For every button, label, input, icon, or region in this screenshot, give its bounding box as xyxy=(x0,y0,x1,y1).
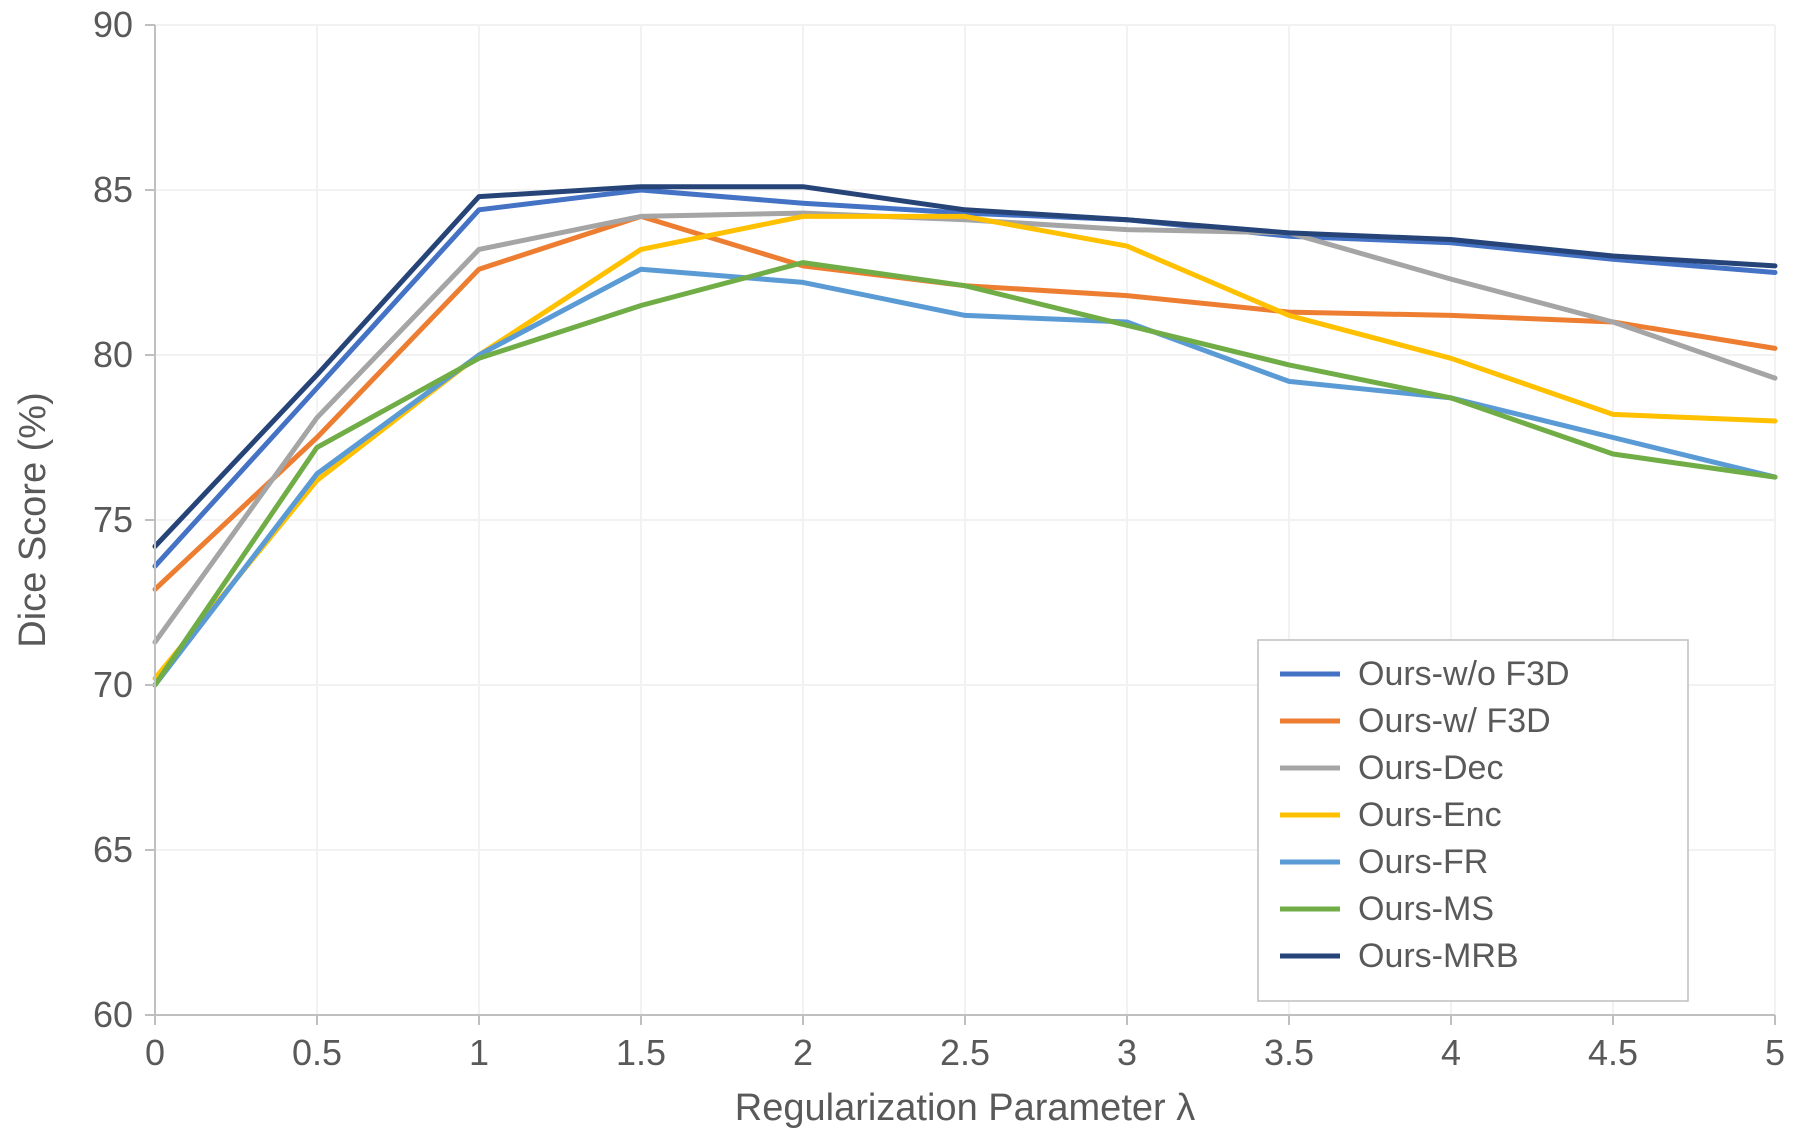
x-tick-label: 1.5 xyxy=(616,1032,666,1073)
x-axis-label: Regularization Parameter λ xyxy=(735,1087,1195,1129)
legend-label-0: Ours-w/o F3D xyxy=(1358,655,1570,693)
x-tick-label: 5 xyxy=(1765,1032,1785,1073)
y-tick-label: 65 xyxy=(93,829,133,870)
chart-svg: 0 0.5 1 1.5 2 2.5 3 3.5 4 4.5 5 60 65 70 75 80 85 90 Regul… xyxy=(0,0,1800,1135)
y-tick-label: 85 xyxy=(93,169,133,210)
y-axis-label: Dice Score (%) xyxy=(12,392,54,648)
x-tick-label: 0 xyxy=(145,1032,165,1073)
legend-label-2: Ours-Dec xyxy=(1358,749,1503,787)
y-tick-label: 60 xyxy=(93,994,133,1035)
legend-label-4: Ours-FR xyxy=(1358,843,1488,881)
dice-score-chart: 0 0.5 1 1.5 2 2.5 3 3.5 4 4.5 5 60 65 70 75 80 85 90 Regul… xyxy=(0,0,1800,1135)
x-tick-label: 1 xyxy=(469,1032,489,1073)
legend: Ours-w/o F3D Ours-w/ F3D Ours-Dec Ours-Enc O… xyxy=(1258,640,1688,1001)
x-tick-label: 0.5 xyxy=(292,1032,342,1073)
x-tick-label: 2 xyxy=(793,1032,813,1073)
y-tick-label: 80 xyxy=(93,334,133,375)
y-tick-label: 70 xyxy=(93,664,133,705)
x-tick-label: 2.5 xyxy=(940,1032,990,1073)
x-tick-label: 3.5 xyxy=(1264,1032,1314,1073)
legend-label-1: Ours-w/ F3D xyxy=(1358,702,1551,740)
x-tick-label: 4 xyxy=(1441,1032,1461,1073)
x-tick-label: 4.5 xyxy=(1588,1032,1638,1073)
y-tick-label: 90 xyxy=(93,4,133,45)
legend-label-5: Ours-MS xyxy=(1358,890,1494,928)
legend-label-3: Ours-Enc xyxy=(1358,796,1502,834)
legend-label-6: Ours-MRB xyxy=(1358,937,1519,975)
y-tick-label: 75 xyxy=(93,499,133,540)
x-tick-label: 3 xyxy=(1117,1032,1137,1073)
